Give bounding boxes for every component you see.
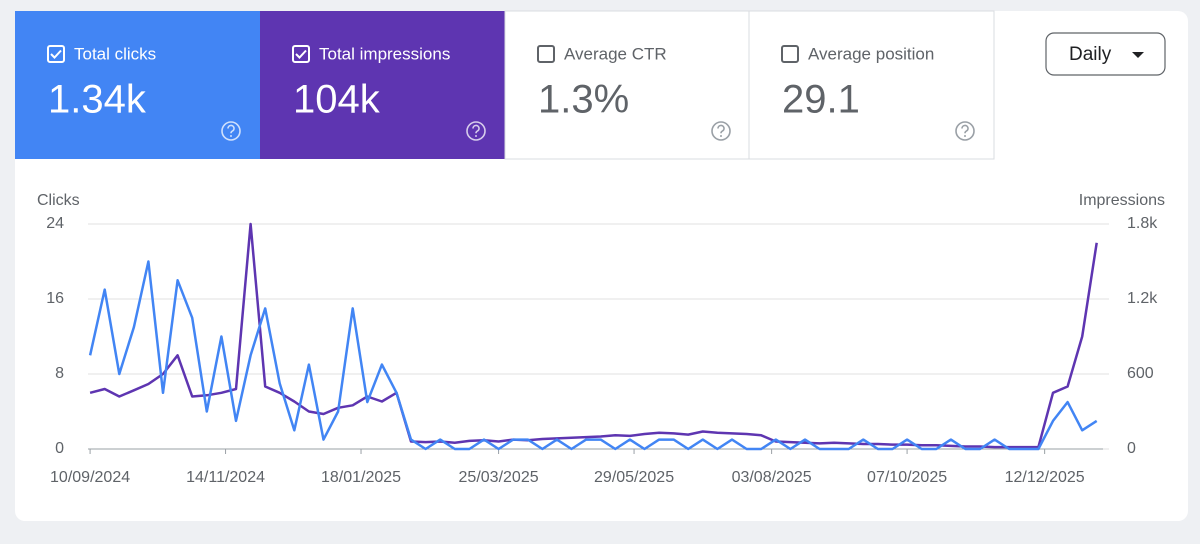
checkbox[interactable] xyxy=(537,45,555,63)
y-axis-title: Clicks xyxy=(37,192,80,209)
checkmark xyxy=(295,49,307,59)
x-tick-label: 07/10/2025 xyxy=(867,469,947,486)
tile-background[interactable] xyxy=(260,11,505,159)
help-icon[interactable] xyxy=(955,121,975,141)
y2-tick-label: 1.8k xyxy=(1127,215,1158,232)
y-tick-label: 8 xyxy=(55,365,64,382)
y-tick-label: 16 xyxy=(46,290,64,307)
help-icon[interactable] xyxy=(711,121,731,141)
help-icon-dot xyxy=(964,135,966,137)
y-tick-label: 24 xyxy=(46,215,64,232)
y-tick-label: 0 xyxy=(55,440,64,457)
y2-axis-title: Impressions xyxy=(1079,192,1165,209)
help-icon-dot xyxy=(720,135,722,137)
help-icon-glyph xyxy=(472,124,480,134)
metric-value: 29.1 xyxy=(782,78,860,122)
help-icon-glyph xyxy=(717,124,725,134)
tile-background[interactable] xyxy=(748,10,995,160)
x-tick-label: 14/11/2024 xyxy=(186,469,265,486)
x-tick-label: 25/03/2025 xyxy=(459,469,539,486)
help-icon[interactable] xyxy=(466,121,486,141)
dropdown-arrow xyxy=(1132,52,1144,58)
metric-label: Total clicks xyxy=(74,44,156,63)
line-series xyxy=(89,222,1098,449)
metric-value: 1.34k xyxy=(48,78,147,122)
checkbox[interactable] xyxy=(292,45,310,63)
y2-tick-label: 1.2k xyxy=(1127,290,1158,307)
help-icon-glyph xyxy=(961,124,969,134)
metric-value: 1.3% xyxy=(538,78,629,122)
tile-background[interactable] xyxy=(15,11,260,159)
x-tick-label: 03/08/2025 xyxy=(732,469,812,486)
dropdown-box[interactable] xyxy=(1045,32,1166,76)
help-icon-dot xyxy=(230,135,232,137)
line-series xyxy=(88,260,1098,451)
help-icon-dot xyxy=(475,135,477,137)
help-icon-glyph xyxy=(227,124,235,134)
y2-tick-label: 0 xyxy=(1127,440,1136,457)
x-tick-label: 18/01/2025 xyxy=(321,469,401,486)
checkbox[interactable] xyxy=(781,45,799,63)
metric-tile[interactable]: Total impressions 104k xyxy=(260,11,505,159)
metric-value: 104k xyxy=(293,78,381,122)
checkmark xyxy=(50,49,62,59)
help-icon[interactable] xyxy=(221,121,241,141)
dropdown[interactable]: Daily xyxy=(1045,32,1166,76)
metric-label: Average position xyxy=(808,44,934,63)
y2-tick-label: 600 xyxy=(1127,365,1154,382)
metric-label: Average CTR xyxy=(564,44,667,63)
x-tick-label: 29/05/2025 xyxy=(594,469,674,486)
metric-tile[interactable]: Total clicks 1.34k xyxy=(15,11,260,159)
dropdown-label[interactable]: Daily xyxy=(1069,44,1112,65)
metric-tile[interactable]: Average CTR 1.3% xyxy=(504,10,751,160)
x-tick-label: 12/12/2025 xyxy=(1005,469,1085,486)
metric-label: Total impressions xyxy=(319,44,450,63)
x-tick-label: 10/09/2024 xyxy=(50,469,130,486)
metric-tile[interactable]: Average position 29.1 xyxy=(748,10,995,160)
checkbox[interactable] xyxy=(47,45,65,63)
